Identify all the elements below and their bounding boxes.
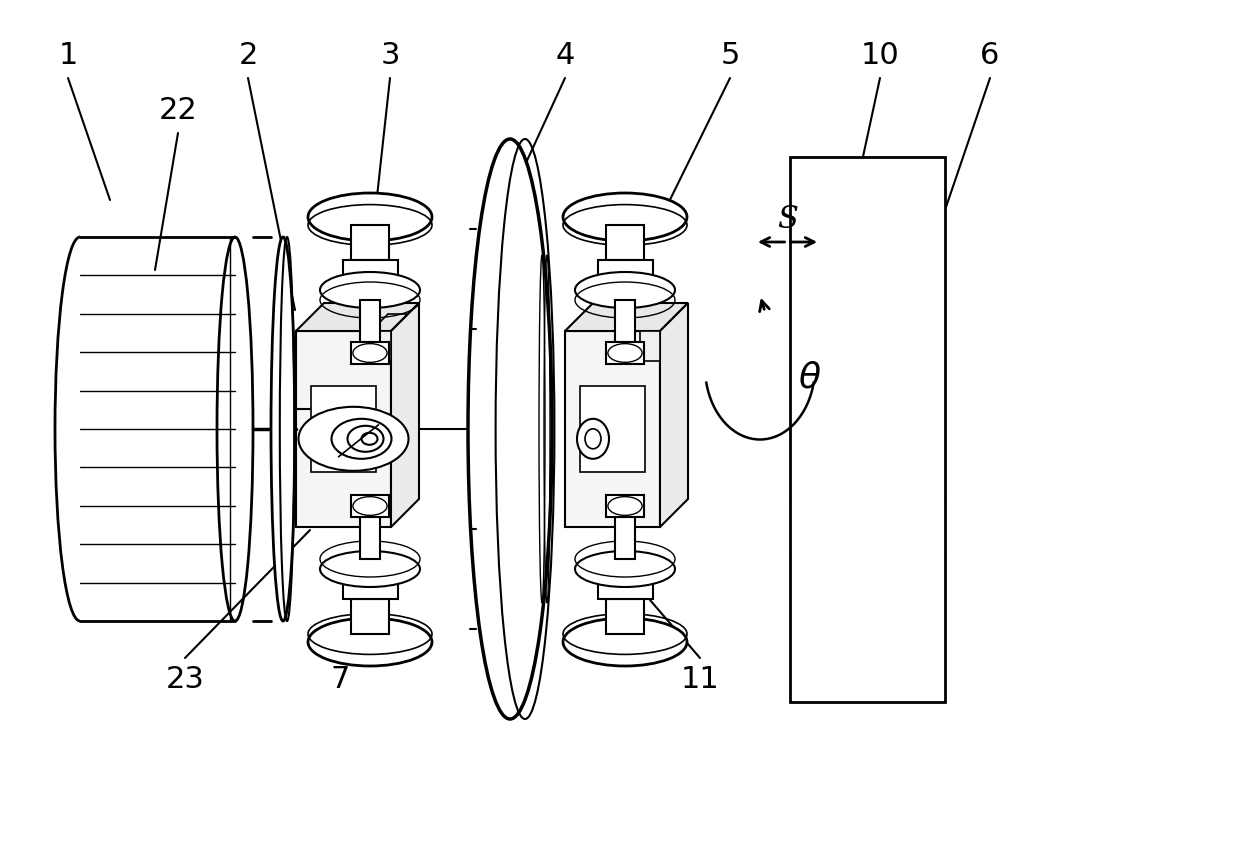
Text: 4: 4 bbox=[556, 40, 574, 69]
Bar bbox=[640, 331, 660, 361]
Bar bbox=[311, 386, 376, 472]
Polygon shape bbox=[296, 331, 391, 527]
Ellipse shape bbox=[299, 407, 408, 470]
Ellipse shape bbox=[563, 193, 687, 241]
Text: S: S bbox=[777, 203, 799, 235]
Text: $\theta$: $\theta$ bbox=[799, 360, 822, 394]
Text: 3: 3 bbox=[381, 40, 399, 69]
Bar bbox=[615, 300, 635, 342]
Bar bbox=[790, 157, 945, 702]
Bar bbox=[580, 386, 645, 472]
Bar bbox=[598, 260, 652, 290]
Bar bbox=[360, 517, 379, 559]
Bar bbox=[351, 342, 389, 364]
Bar bbox=[351, 225, 389, 260]
Text: 22: 22 bbox=[159, 95, 197, 124]
Ellipse shape bbox=[577, 419, 609, 458]
Ellipse shape bbox=[308, 618, 432, 666]
Ellipse shape bbox=[320, 551, 420, 587]
Ellipse shape bbox=[362, 433, 377, 445]
Text: 6: 6 bbox=[981, 40, 999, 69]
Text: 5: 5 bbox=[720, 40, 740, 69]
Ellipse shape bbox=[320, 272, 420, 308]
Text: 11: 11 bbox=[681, 666, 719, 694]
Bar bbox=[606, 495, 644, 517]
Polygon shape bbox=[391, 303, 419, 527]
Text: 1: 1 bbox=[58, 40, 78, 69]
Bar bbox=[351, 599, 389, 634]
Bar bbox=[615, 517, 635, 559]
Bar bbox=[606, 342, 644, 364]
Ellipse shape bbox=[308, 193, 432, 241]
Bar bbox=[606, 225, 644, 260]
Polygon shape bbox=[565, 303, 688, 331]
Bar bbox=[598, 569, 652, 599]
Text: 23: 23 bbox=[166, 666, 205, 694]
Text: 7: 7 bbox=[330, 666, 350, 694]
Ellipse shape bbox=[575, 272, 675, 308]
Bar bbox=[351, 495, 389, 517]
Bar bbox=[342, 569, 398, 599]
Polygon shape bbox=[296, 303, 419, 331]
Text: 10: 10 bbox=[861, 40, 899, 69]
Bar bbox=[606, 599, 644, 634]
Ellipse shape bbox=[563, 618, 687, 666]
Ellipse shape bbox=[575, 551, 675, 587]
Bar bbox=[360, 300, 379, 342]
Bar bbox=[371, 331, 391, 361]
Ellipse shape bbox=[272, 237, 295, 621]
Text: 2: 2 bbox=[238, 40, 258, 69]
Bar bbox=[342, 260, 398, 290]
Polygon shape bbox=[660, 303, 688, 527]
Polygon shape bbox=[565, 331, 660, 527]
Ellipse shape bbox=[467, 139, 552, 719]
